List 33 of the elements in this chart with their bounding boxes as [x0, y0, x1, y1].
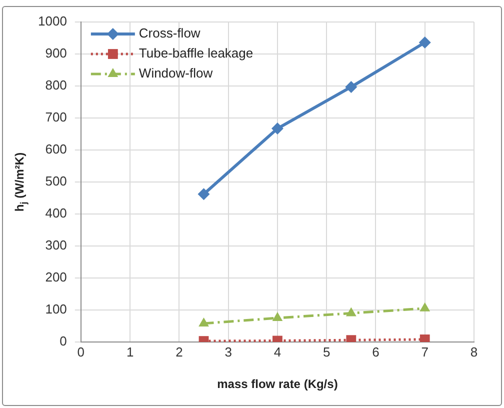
y-tick-label: 1000 [38, 14, 67, 29]
x-tick-label: 0 [77, 344, 85, 360]
y-tick-label: 300 [45, 238, 67, 253]
x-tick-label: 5 [322, 344, 330, 360]
y-tick-label: 200 [45, 270, 67, 285]
point [346, 307, 356, 316]
point [198, 317, 209, 326]
y-axis-title: hj (W/m²K) [12, 152, 28, 212]
x-tick-label: 3 [224, 344, 232, 360]
legend-label: Window-flow [138, 66, 214, 81]
x-tick-label: 4 [274, 344, 282, 360]
x-axis-title: mass flow rate (Kg/s) [217, 377, 338, 392]
point [271, 122, 284, 135]
y-tick-label: 400 [45, 206, 67, 221]
point [345, 80, 358, 93]
y-tick-label: 500 [45, 174, 67, 189]
point [198, 188, 210, 200]
y-tick-label: 800 [45, 78, 67, 93]
point [418, 36, 431, 48]
legend-label: Tube-baffle leakage [138, 46, 254, 61]
point [272, 312, 283, 321]
legend-label: Cross-flow [138, 26, 201, 41]
x-tick-label: 8 [470, 344, 478, 360]
x-tick-label: 2 [176, 344, 183, 360]
y-tick-label: 600 [45, 142, 67, 157]
x-tick-label: 7 [421, 344, 428, 360]
y-tick-label: 100 [45, 302, 67, 317]
x-tick-label: 6 [372, 344, 380, 360]
y-tick-label: 700 [45, 110, 67, 125]
y-tick-label: 0 [60, 334, 67, 349]
y-tick-label: 900 [45, 46, 67, 61]
x-tick-label: 1 [126, 344, 134, 360]
point [420, 302, 430, 312]
